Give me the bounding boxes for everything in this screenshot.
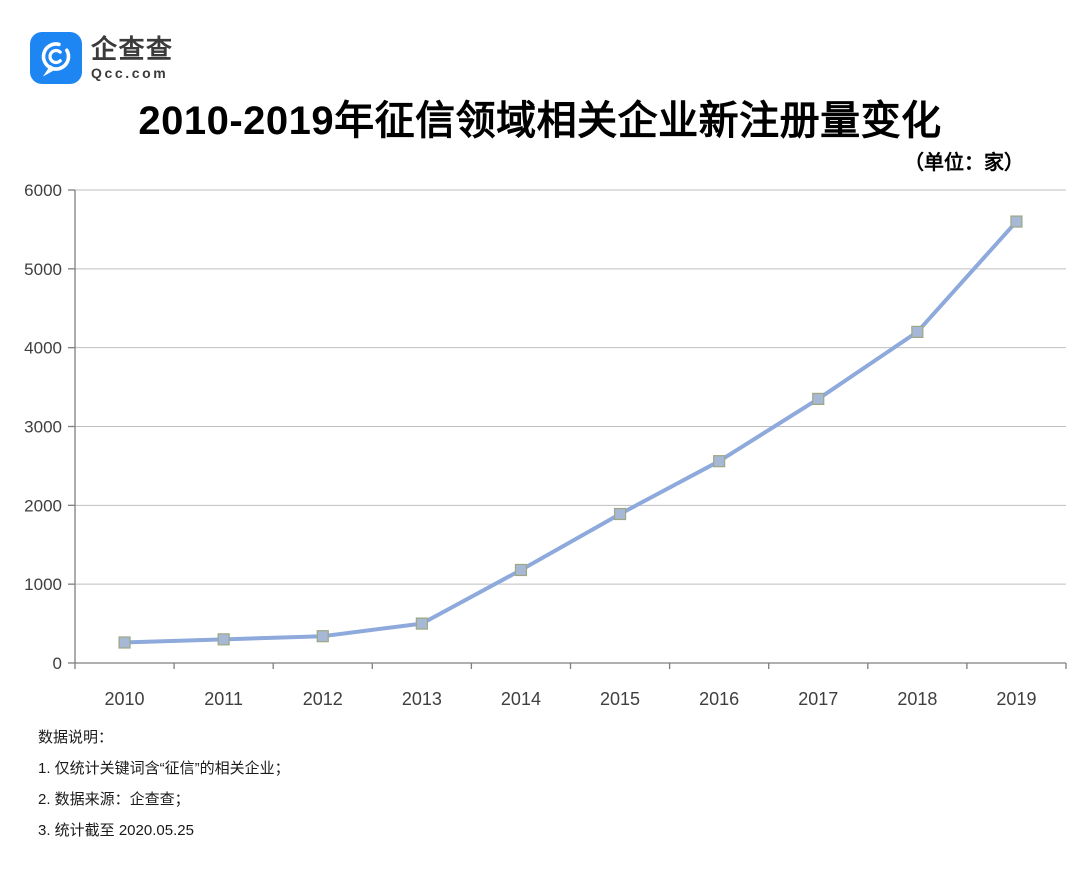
data-point-2018 [911, 325, 924, 338]
data-point-2019 [1010, 215, 1023, 228]
logo-text-block: 企查查 Qcc.com [91, 33, 174, 82]
unit-label: （单位：家） [904, 152, 1024, 174]
y-tick-label: 0 [53, 654, 62, 673]
x-tick-label: 2011 [204, 689, 243, 709]
y-tick-label: 2000 [24, 496, 62, 515]
data-point-2013 [415, 617, 428, 630]
x-tick-label: 2010 [105, 689, 145, 709]
y-tick-label: 5000 [24, 260, 62, 279]
note-item-3: 3. 统计截至 2020.05.25 [38, 822, 194, 839]
brand-domain: Qcc.com [91, 65, 169, 82]
data-point-2017 [812, 392, 825, 406]
logo-tail [43, 65, 56, 77]
x-tick-label: 2013 [402, 689, 442, 709]
logo-outer-ring [41, 42, 71, 71]
trend-line [122, 219, 1019, 645]
y-tick-label: 3000 [24, 418, 62, 437]
data-point-2014 [514, 563, 528, 577]
y-tick-label: 4000 [24, 339, 62, 358]
y-tick-label: 1000 [24, 575, 62, 594]
notes-heading: 数据说明： [38, 729, 114, 746]
logo-background [30, 32, 82, 84]
chart-title: 2010-2019年征信领域相关企业新注册量变化 [138, 99, 942, 143]
x-tick-label: 2012 [303, 689, 343, 709]
qcc-logo: 企查查 Qcc.com [30, 32, 174, 84]
data-point-2012 [316, 630, 329, 643]
logo-inner-ring [48, 48, 64, 65]
x-tick-label: 2017 [798, 689, 838, 709]
qcc-logo-icon [30, 32, 82, 84]
note-item-1: 1. 仅统计关键词含“征信”的相关企业； [38, 760, 290, 777]
x-tick-label: 2015 [600, 689, 640, 709]
data-point-2015 [613, 507, 627, 521]
y-tick-label: 6000 [24, 181, 62, 200]
note-item-2: 2. 数据来源：企查查； [38, 791, 190, 808]
data-notes: 数据说明： 1. 仅统计关键词含“征信”的相关企业； 2. 数据来源：企查查； … [38, 729, 290, 853]
data-point-2010 [118, 636, 131, 649]
line-chart: 0 1000 2000 3000 4000 5000 6000 2010 2011 2012 201… [24, 181, 1067, 709]
data-point-2011 [217, 633, 230, 646]
x-tick-label: 2014 [501, 689, 541, 709]
brand-name: 企查查 [91, 33, 174, 64]
x-tick-label: 2019 [996, 689, 1036, 709]
data-point-2016 [713, 455, 726, 468]
x-tick-label: 2016 [699, 689, 739, 709]
x-tick-label: 2018 [897, 689, 937, 709]
